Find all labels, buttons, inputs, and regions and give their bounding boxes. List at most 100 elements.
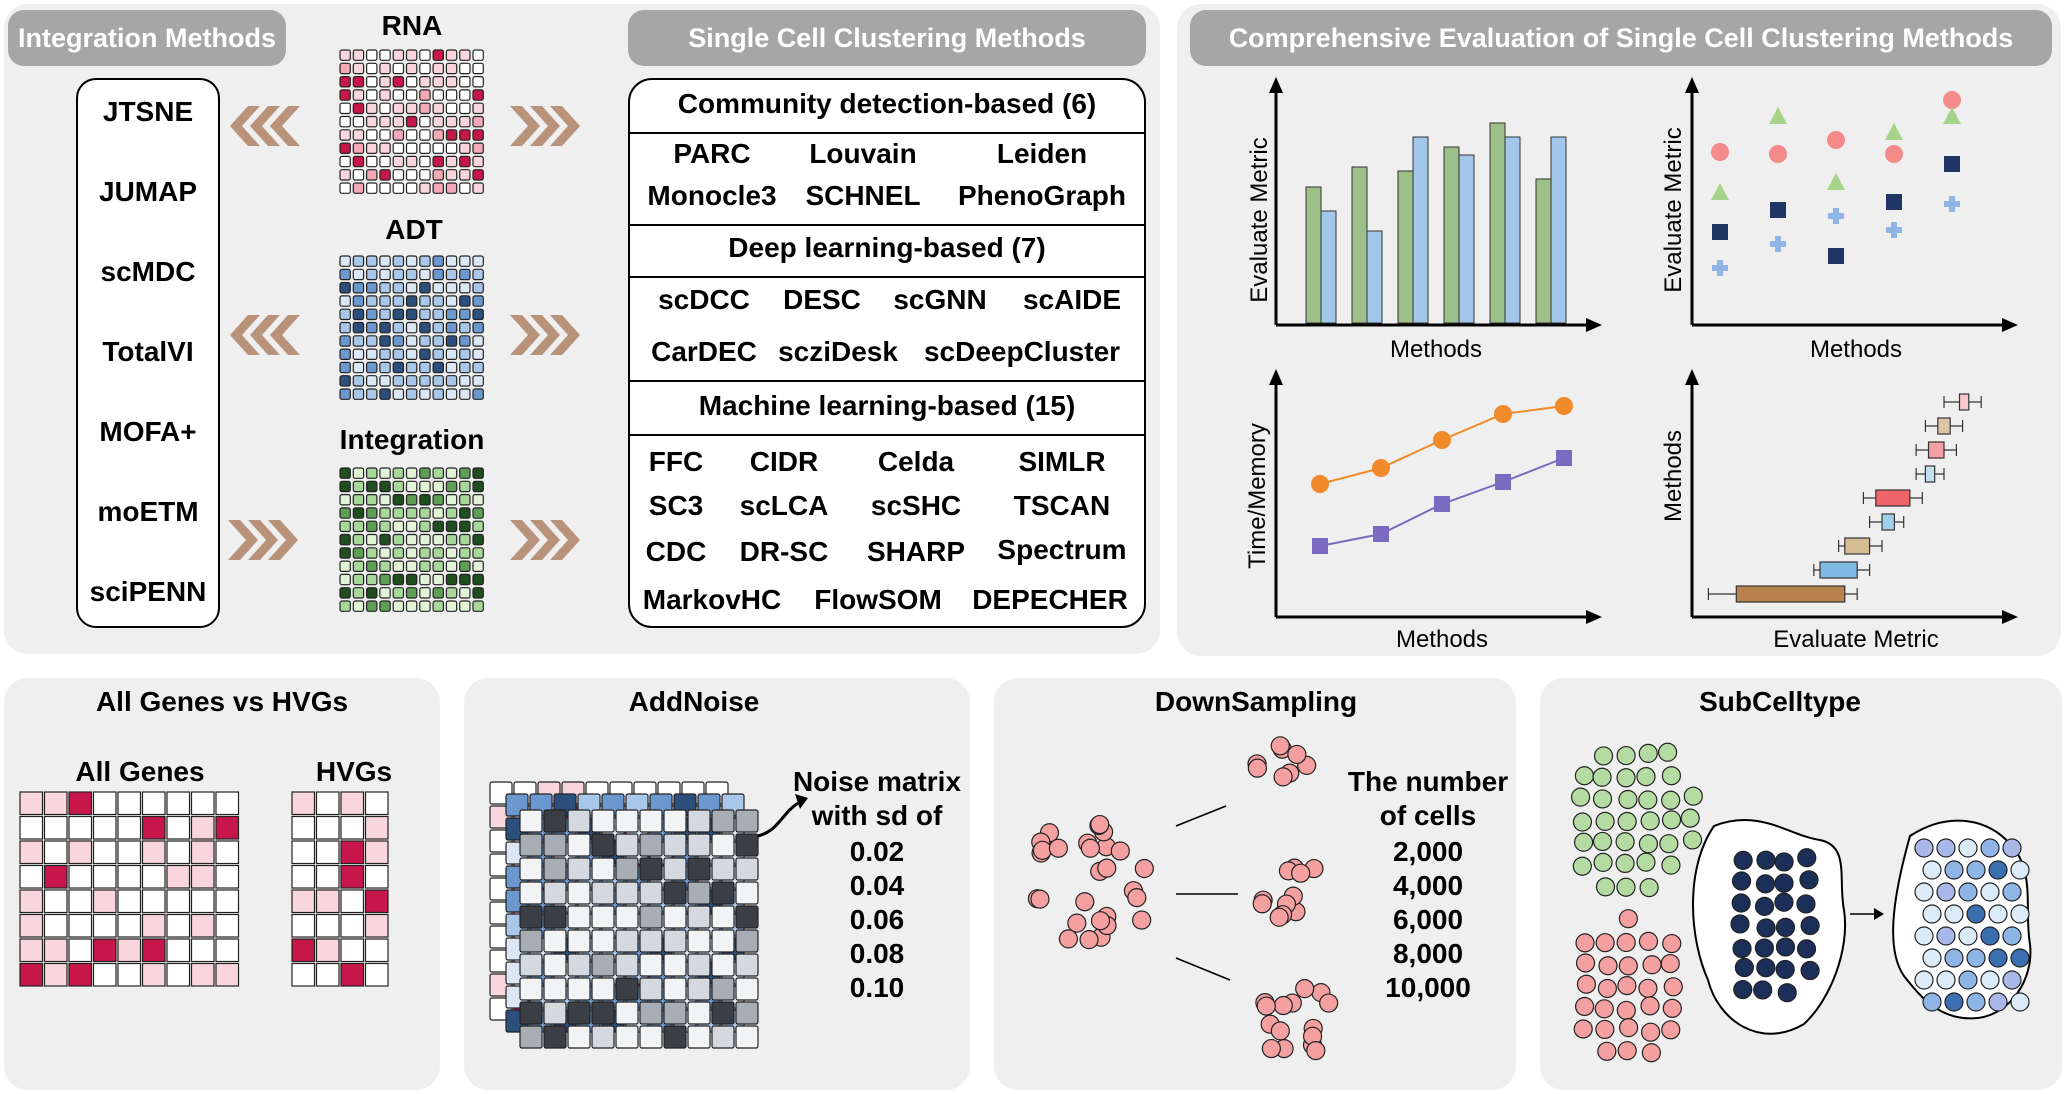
matrix-cell [379, 155, 391, 168]
chevron-right-icon [510, 520, 580, 560]
gene-cell [364, 815, 389, 840]
matrix-cell [472, 282, 484, 294]
cell-dot [1966, 904, 1986, 924]
axis-arrow-icon [1586, 610, 1602, 624]
matrix-cell [379, 533, 391, 546]
matrix-cell [352, 142, 365, 155]
divider [630, 380, 1144, 382]
matrix-cell [472, 348, 484, 361]
gene-cell [190, 815, 215, 840]
matrix-cell [432, 348, 445, 361]
chevron-right-icon [510, 106, 580, 146]
line-point [1494, 405, 1512, 423]
matrix-cell [445, 282, 458, 294]
cell-dot [1617, 976, 1637, 996]
cell-dot [1617, 811, 1637, 832]
cell-dot [1638, 978, 1658, 998]
noise-sd-value: 0.08 [849, 938, 905, 969]
cell-dot [1090, 814, 1110, 835]
matrix-cell [405, 308, 418, 321]
cell-dot [1640, 996, 1660, 1016]
noise-sd-value: 0.04 [849, 870, 905, 901]
matrix-cell [432, 255, 445, 267]
matrix-cell [392, 375, 405, 387]
gene-cell [68, 840, 93, 865]
matrix-cell [339, 520, 351, 533]
matrix-cell [405, 494, 418, 506]
matrix-cell [352, 75, 365, 88]
matrix-cell [472, 560, 484, 572]
noise-cell [567, 1001, 591, 1025]
matrix-cell [352, 255, 365, 267]
matrix-cell [339, 308, 351, 321]
matrix-cell [352, 268, 365, 281]
matrix-cell [339, 361, 351, 374]
gene-cell [364, 962, 389, 987]
cell-dot [1287, 744, 1307, 765]
gene-cell [19, 815, 44, 840]
noise-cell [567, 929, 591, 953]
matrix-cell [445, 587, 458, 599]
matrix-cell [392, 507, 405, 519]
box-rect [1819, 561, 1858, 579]
matrix-cell [459, 282, 471, 294]
cell-dot [1594, 999, 1614, 1019]
matrix-cell [352, 321, 365, 334]
cell-dot [1641, 1043, 1661, 1063]
matrix-cell [472, 361, 484, 374]
noise-cell [663, 977, 687, 1001]
noise-cell [615, 1001, 639, 1025]
hvgs-matrix [291, 791, 389, 987]
matrix-cell [339, 102, 351, 115]
matrix-cell [432, 560, 445, 572]
scatter-point [1769, 145, 1787, 163]
matrix-cell [392, 547, 405, 559]
sampling-arrow [1175, 805, 1227, 827]
matrix-cell [445, 533, 458, 546]
gene-cell [166, 815, 191, 840]
matrix-cell [472, 388, 484, 400]
matrix-cell [339, 494, 351, 506]
cell-dot [1730, 914, 1750, 934]
matrix-cell [459, 129, 471, 141]
matrix-cell [339, 182, 351, 194]
cell-dot [1639, 878, 1659, 898]
matrix-cell [392, 308, 405, 321]
matrix-cell [432, 268, 445, 281]
integration-method-jumap: JUMAP [98, 176, 198, 207]
axis-arrow-icon [2002, 318, 2018, 332]
chevron-shape [550, 315, 580, 355]
cell-dot [1595, 877, 1616, 897]
noise-cell [735, 905, 759, 929]
gene-cell [340, 815, 365, 840]
gene-cell [315, 840, 340, 865]
noise-cell [543, 905, 567, 929]
machine-header: Machine learning-based (15) [698, 390, 1076, 421]
noise-cell [735, 929, 759, 953]
cell-dot [1980, 838, 2000, 858]
matrix-cell [352, 115, 365, 128]
noise-cell [615, 905, 639, 929]
matrix-cell [392, 587, 405, 599]
gene-cell [340, 864, 365, 889]
noise-cell [591, 857, 615, 881]
box-rect [1937, 417, 1951, 435]
cell-dot [1660, 953, 1680, 974]
matrix-cell [339, 507, 351, 519]
green-cell-cluster [1570, 742, 1703, 898]
method-louvain: Louvain [809, 138, 917, 169]
matrix-cell [405, 295, 418, 307]
cell-dot [1980, 882, 2000, 902]
matrix-cell [419, 467, 431, 479]
matrix-cell [379, 182, 391, 194]
cell-dot [1097, 858, 1117, 878]
cell-dot [1944, 992, 1964, 1012]
gene-cell [166, 864, 191, 889]
matrix-cell [379, 142, 391, 155]
add-noise-title: AddNoise [628, 686, 760, 717]
matrix-cell [405, 361, 418, 374]
gene-cell [215, 913, 240, 938]
noise-cell [735, 857, 759, 881]
cell-dot [1640, 811, 1660, 831]
integration-label: Integration [339, 424, 485, 455]
